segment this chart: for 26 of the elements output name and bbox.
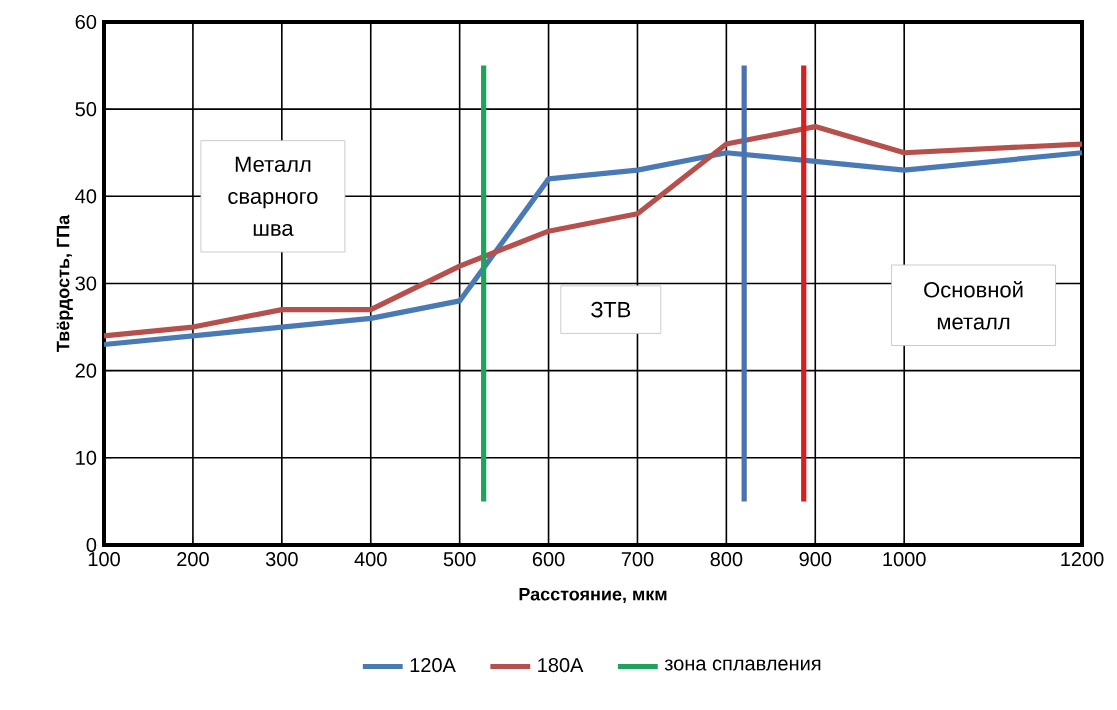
y-tick-label: 0 (86, 537, 97, 553)
x-tick-label: 500 (443, 552, 476, 567)
x-tick-label: 200 (177, 552, 209, 567)
legend-label: 120А (410, 657, 456, 673)
y-tick-label: 40 (75, 189, 97, 204)
x-axis-title: Расстояние, мкм (519, 587, 667, 604)
y-tick-label: 60 (75, 14, 97, 30)
annotation: ЗТВ (591, 301, 631, 318)
x-tick-label: 100 (88, 552, 120, 567)
legend-label: зона сплавления (664, 659, 821, 671)
x-tick-label: 1000 (883, 552, 926, 567)
x-tick-label: 900 (799, 552, 832, 567)
x-tick-label: 300 (265, 552, 298, 567)
x-tick-label: 700 (621, 552, 654, 567)
x-tick-label: 600 (532, 552, 565, 567)
annotation: Металл сварного шва (228, 156, 318, 237)
x-tick-label: 800 (710, 552, 743, 567)
y-tick-label: 10 (76, 450, 97, 465)
x-tick-label: 1200 (1061, 552, 1104, 567)
annotation: Основной металл (924, 281, 1023, 330)
legend-label: 180А (538, 657, 584, 673)
y-axis-title: Твёрдость, ГПа (56, 214, 73, 352)
x-tick-label: 400 (354, 552, 387, 567)
y-tick-label: 20 (75, 363, 97, 378)
y-tick-label: 30 (75, 276, 97, 291)
y-tick-label: 50 (75, 102, 97, 117)
